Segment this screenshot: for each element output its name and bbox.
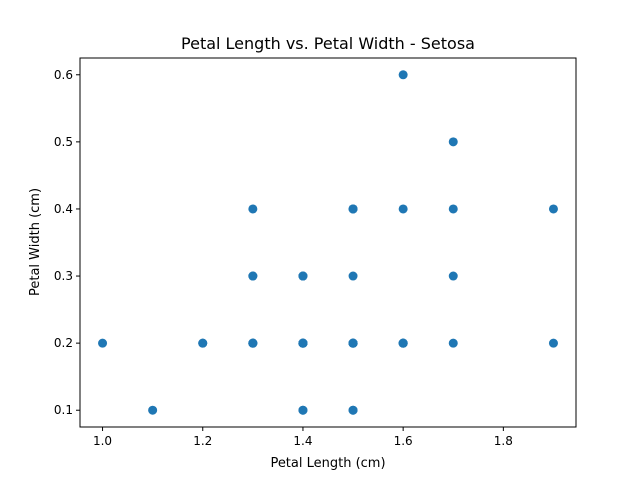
data-point [448, 338, 458, 348]
data-point [98, 338, 108, 348]
data-point [448, 137, 458, 147]
plot-frame [79, 57, 577, 428]
x-tick-label: 1.8 [494, 434, 513, 448]
y-tick-label: 0.3 [54, 269, 73, 283]
data-point [198, 338, 208, 348]
data-point [348, 338, 358, 348]
y-tick-label: 0.2 [54, 336, 73, 350]
data-point [448, 271, 458, 281]
data-point [148, 405, 158, 415]
x-tick-label: 1.0 [93, 434, 112, 448]
y-tick-label: 0.4 [54, 202, 73, 216]
data-point [248, 204, 258, 214]
data-point [398, 70, 408, 80]
y-tick-label: 0.1 [54, 403, 73, 417]
data-point [398, 204, 408, 214]
x-tick-label: 1.2 [193, 434, 212, 448]
x-tick-label: 1.4 [293, 434, 312, 448]
y-tick-label: 0.5 [54, 135, 73, 149]
chart-title: Petal Length vs. Petal Width - Setosa [181, 34, 475, 53]
x-tick-label: 1.6 [394, 434, 413, 448]
data-point [398, 338, 408, 348]
y-axis-ticks: 0.1 0.2 0.3 0.4 0.5 0.6 [54, 68, 80, 417]
data-point [548, 338, 558, 348]
data-point [348, 204, 358, 214]
data-point [248, 271, 258, 281]
x-axis-label: Petal Length (cm) [270, 456, 385, 471]
data-point [348, 271, 358, 281]
data-point [248, 338, 258, 348]
y-axis-label: Petal Width (cm) [28, 188, 43, 296]
data-point [448, 204, 458, 214]
data-point [548, 204, 558, 214]
data-point [348, 405, 358, 415]
points-layer [98, 70, 558, 415]
data-point [298, 405, 308, 415]
x-axis-ticks: 1.0 1.2 1.4 1.6 1.8 [93, 427, 513, 448]
data-point [298, 338, 308, 348]
data-point [298, 271, 308, 281]
y-tick-label: 0.6 [54, 68, 73, 82]
